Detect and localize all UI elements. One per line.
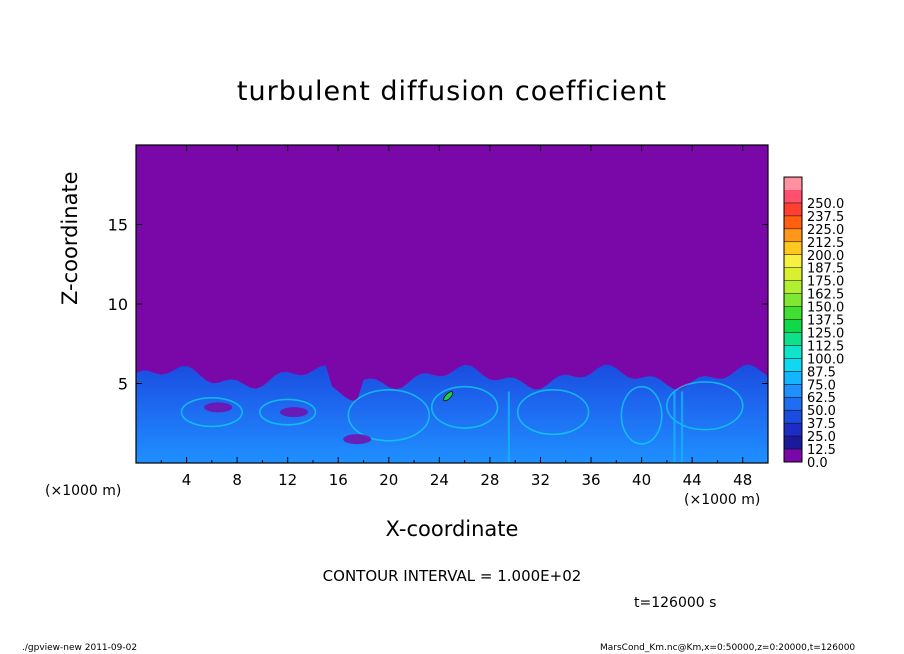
colorbar-swatch xyxy=(784,228,802,242)
low-pocket-1 xyxy=(280,407,308,418)
x-tick-label: 40 xyxy=(632,471,651,489)
time-label: t=126000 s xyxy=(634,595,717,611)
colorbar-label: 75.0 xyxy=(807,378,836,393)
colorbar-swatch xyxy=(784,190,802,203)
swirl-1 xyxy=(347,389,431,442)
x-tick-label: 20 xyxy=(379,471,398,489)
colorbar-swatch xyxy=(784,177,802,190)
x-tick-label: 36 xyxy=(581,471,600,489)
colorbar-label: 175.0 xyxy=(807,275,844,290)
x-tick-label: 12 xyxy=(278,471,297,489)
y-axis-unit: (×1000 m) xyxy=(45,483,122,499)
x-tick-label: 48 xyxy=(733,471,752,489)
colorbar-swatch xyxy=(784,202,802,216)
colorbar-swatch xyxy=(784,280,802,294)
x-axis-label: X-coordinate xyxy=(385,517,519,541)
y-axis: 5 10 15 xyxy=(108,216,768,394)
colorbar-swatch xyxy=(784,319,802,333)
colorbar-swatch xyxy=(784,358,802,372)
colorbar-swatch xyxy=(784,436,802,450)
x-tick-label: 4 xyxy=(182,471,192,489)
footer-dataset-label: MarsCond_Km.nc@Km,x=0:50000,z=0:20000,t=… xyxy=(600,643,856,653)
colorbar-label: 200.0 xyxy=(807,249,844,264)
swirl-4 xyxy=(666,381,744,431)
colorbar-swatch xyxy=(784,410,802,424)
colorbar-label: 150.0 xyxy=(807,301,844,316)
x-tick-label: 28 xyxy=(480,471,499,489)
colorbar-label: 100.0 xyxy=(807,352,844,367)
colorbar-label: 0.0 xyxy=(807,456,828,471)
colorbar-swatch xyxy=(784,449,802,462)
colorbar-label: 87.5 xyxy=(807,365,836,380)
swirl-0 xyxy=(180,397,243,428)
chart-title: turbulent diffusion coefficient xyxy=(236,76,668,107)
low-pocket-0 xyxy=(204,402,233,413)
x-tick-label: 8 xyxy=(232,471,242,489)
footer-program-label: ./gpview-new 2011-09-02 xyxy=(22,643,138,653)
colorbar-label: 250.0 xyxy=(807,197,844,212)
colorbar-swatch xyxy=(784,345,802,359)
colorbar-label: 162.5 xyxy=(807,288,844,303)
swirl-2 xyxy=(430,385,499,429)
low-pocket-2 xyxy=(343,434,372,445)
colorbar-swatch xyxy=(784,397,802,411)
x-axis-unit: (×1000 m) xyxy=(684,492,761,508)
colorbar-label: 225.0 xyxy=(807,223,844,238)
y-tick-label: 10 xyxy=(108,295,128,314)
y-tick-label: 5 xyxy=(118,375,128,394)
colorbar-label: 62.5 xyxy=(807,391,836,406)
x-tick-label: 32 xyxy=(531,471,550,489)
y-tick-label: 15 xyxy=(108,216,128,235)
high-value-blob xyxy=(443,391,454,402)
colorbar-swatch xyxy=(784,306,802,320)
colorbar-swatch xyxy=(784,384,802,398)
colorbar-swatch xyxy=(784,215,802,229)
colorbar-swatch xyxy=(784,293,802,307)
y-axis-label: Z-coordinate xyxy=(58,171,82,305)
swirl-5 xyxy=(259,398,317,426)
colorbar-swatch xyxy=(784,423,802,437)
colorbar-label: 25.0 xyxy=(807,430,836,445)
contour-interval-label: CONTOUR INTERVAL = 1.000E+02 xyxy=(322,567,582,585)
colorbar-label: 12.5 xyxy=(807,443,836,458)
x-tick-label: 44 xyxy=(683,471,702,489)
colorbar-label: 187.5 xyxy=(807,262,844,277)
colorbar-label: 137.5 xyxy=(807,314,844,329)
colorbar-label: 125.0 xyxy=(807,326,844,341)
turbulent-layer-field xyxy=(136,364,768,463)
colorbar-label: 37.5 xyxy=(807,417,836,432)
colorbar-swatch xyxy=(784,241,802,255)
colorbar-label: 237.5 xyxy=(807,210,844,225)
colorbar-swatch xyxy=(784,267,802,281)
x-tick-label: 24 xyxy=(430,471,449,489)
swirl-6 xyxy=(620,385,663,445)
colorbar-label: 50.0 xyxy=(807,404,836,419)
swirl-3 xyxy=(516,389,590,436)
colorbar: 0.012.525.037.550.062.575.087.5100.0112.… xyxy=(783,176,844,471)
colorbar-swatch xyxy=(784,254,802,268)
colorbar-label: 212.5 xyxy=(807,236,844,251)
x-axis: 4 8 12 16 20 24 28 32 36 40 44 48 xyxy=(160,145,752,489)
colorbar-swatch xyxy=(784,371,802,385)
turbulent-layer xyxy=(136,364,768,463)
x-tick-label: 16 xyxy=(329,471,348,489)
colorbar-label: 112.5 xyxy=(807,339,844,354)
colorbar-swatch xyxy=(784,332,802,346)
